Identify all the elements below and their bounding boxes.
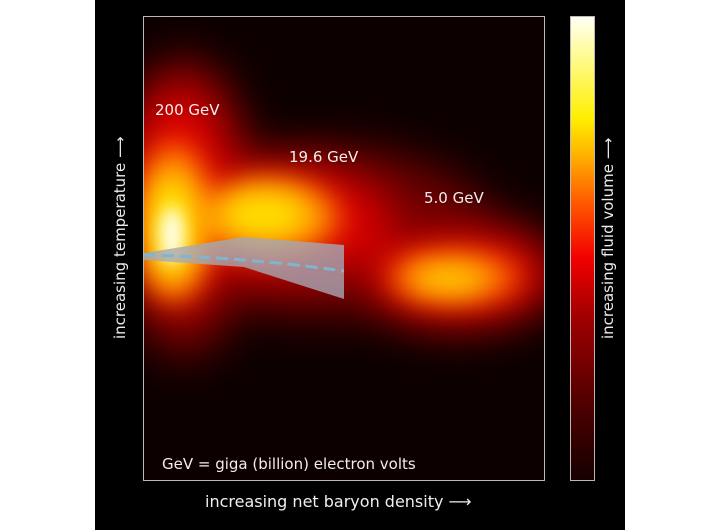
annotation-19-6gev: 19.6 GeV (289, 148, 359, 166)
annotation-5gev: 5.0 GeV (424, 189, 484, 207)
colorbar-label: increasing fluid volume ⟶ (599, 137, 617, 339)
annotation-200gev: 200 GeV (155, 101, 220, 119)
uncertainty-cone (144, 237, 344, 299)
colorbar (570, 16, 595, 481)
dashed-trend-line (144, 253, 345, 273)
heatmap-field (144, 57, 544, 357)
x-axis-label: increasing net baryon density ⟶ (205, 492, 472, 511)
heatmap-plot: 200 GeV 19.6 GeV 5.0 GeV GeV = giga (bil… (143, 16, 545, 481)
footnote: GeV = giga (billion) electron volts (162, 455, 416, 473)
y-axis-label: increasing temperature ⟶ (111, 136, 129, 339)
